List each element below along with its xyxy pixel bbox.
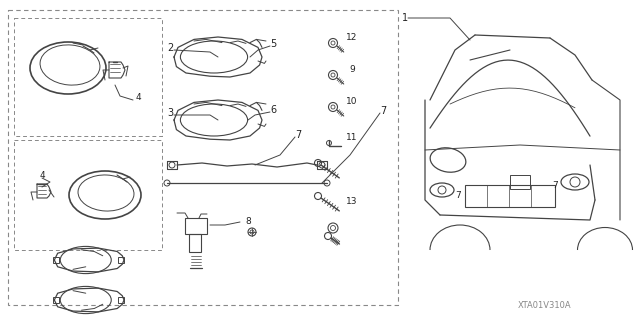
Bar	[14, 140, 162, 250]
Text: 3: 3	[167, 108, 173, 118]
Text: 5: 5	[270, 39, 276, 49]
Text: 10: 10	[346, 98, 358, 107]
Bar	[510, 175, 530, 189]
Text: 1: 1	[402, 13, 408, 23]
Text: 2: 2	[167, 43, 173, 53]
Bar	[189, 234, 201, 252]
Text: 9: 9	[349, 65, 355, 75]
Bar	[118, 297, 124, 303]
Bar	[118, 256, 124, 263]
Text: 6: 6	[270, 105, 276, 115]
Text: 7: 7	[455, 190, 461, 199]
Bar	[54, 297, 60, 303]
Bar	[465, 185, 555, 207]
Text: 7: 7	[552, 181, 558, 189]
Bar	[54, 256, 60, 263]
Text: 4: 4	[39, 170, 45, 180]
Bar	[14, 18, 162, 136]
Text: XTA01V310A: XTA01V310A	[518, 300, 572, 309]
Text: 11: 11	[346, 133, 358, 143]
Bar	[185, 218, 207, 234]
Text: 7: 7	[380, 106, 386, 116]
Text: 8: 8	[245, 218, 251, 226]
Text: 4: 4	[135, 93, 141, 102]
Text: 7: 7	[295, 130, 301, 140]
Text: 12: 12	[346, 33, 358, 42]
Text: 13: 13	[346, 197, 358, 206]
Bar	[8, 10, 398, 305]
